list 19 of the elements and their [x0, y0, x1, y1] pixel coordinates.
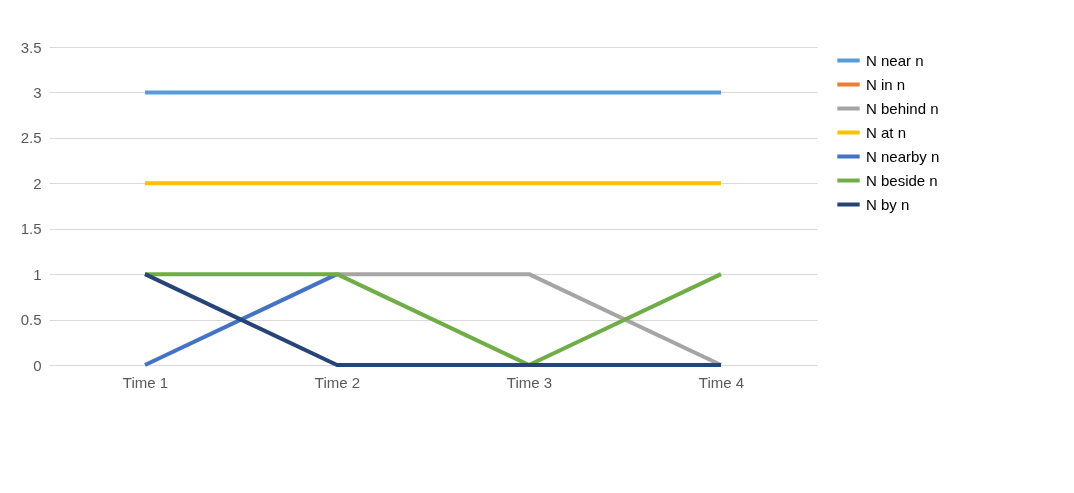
y-tick-label: 1	[33, 265, 42, 283]
y-tick-label: 2.5	[20, 129, 42, 147]
x-tick-label: Time 2	[314, 373, 361, 391]
y-tick-label: 0	[33, 356, 42, 374]
y-tick-label: 0.5	[20, 311, 42, 329]
legend-label: N beside n	[866, 171, 938, 189]
x-tick-label: Time 1	[122, 373, 169, 391]
legend-label: N near n	[866, 51, 924, 69]
y-tick-label: 3.5	[20, 38, 42, 56]
legend-label: N in n	[866, 75, 906, 93]
y-tick-label: 1.5	[20, 220, 42, 238]
legend-label: N at n	[866, 123, 907, 141]
x-tick-label: Time 4	[698, 373, 745, 391]
y-tick-label: 2	[33, 174, 42, 192]
y-tick-label: 3	[33, 83, 42, 101]
legend-label: N nearby n	[866, 147, 940, 165]
x-tick-label: Time 3	[506, 373, 553, 391]
legend-label: N behind n	[866, 99, 939, 117]
legend-label: N by n	[866, 195, 910, 213]
